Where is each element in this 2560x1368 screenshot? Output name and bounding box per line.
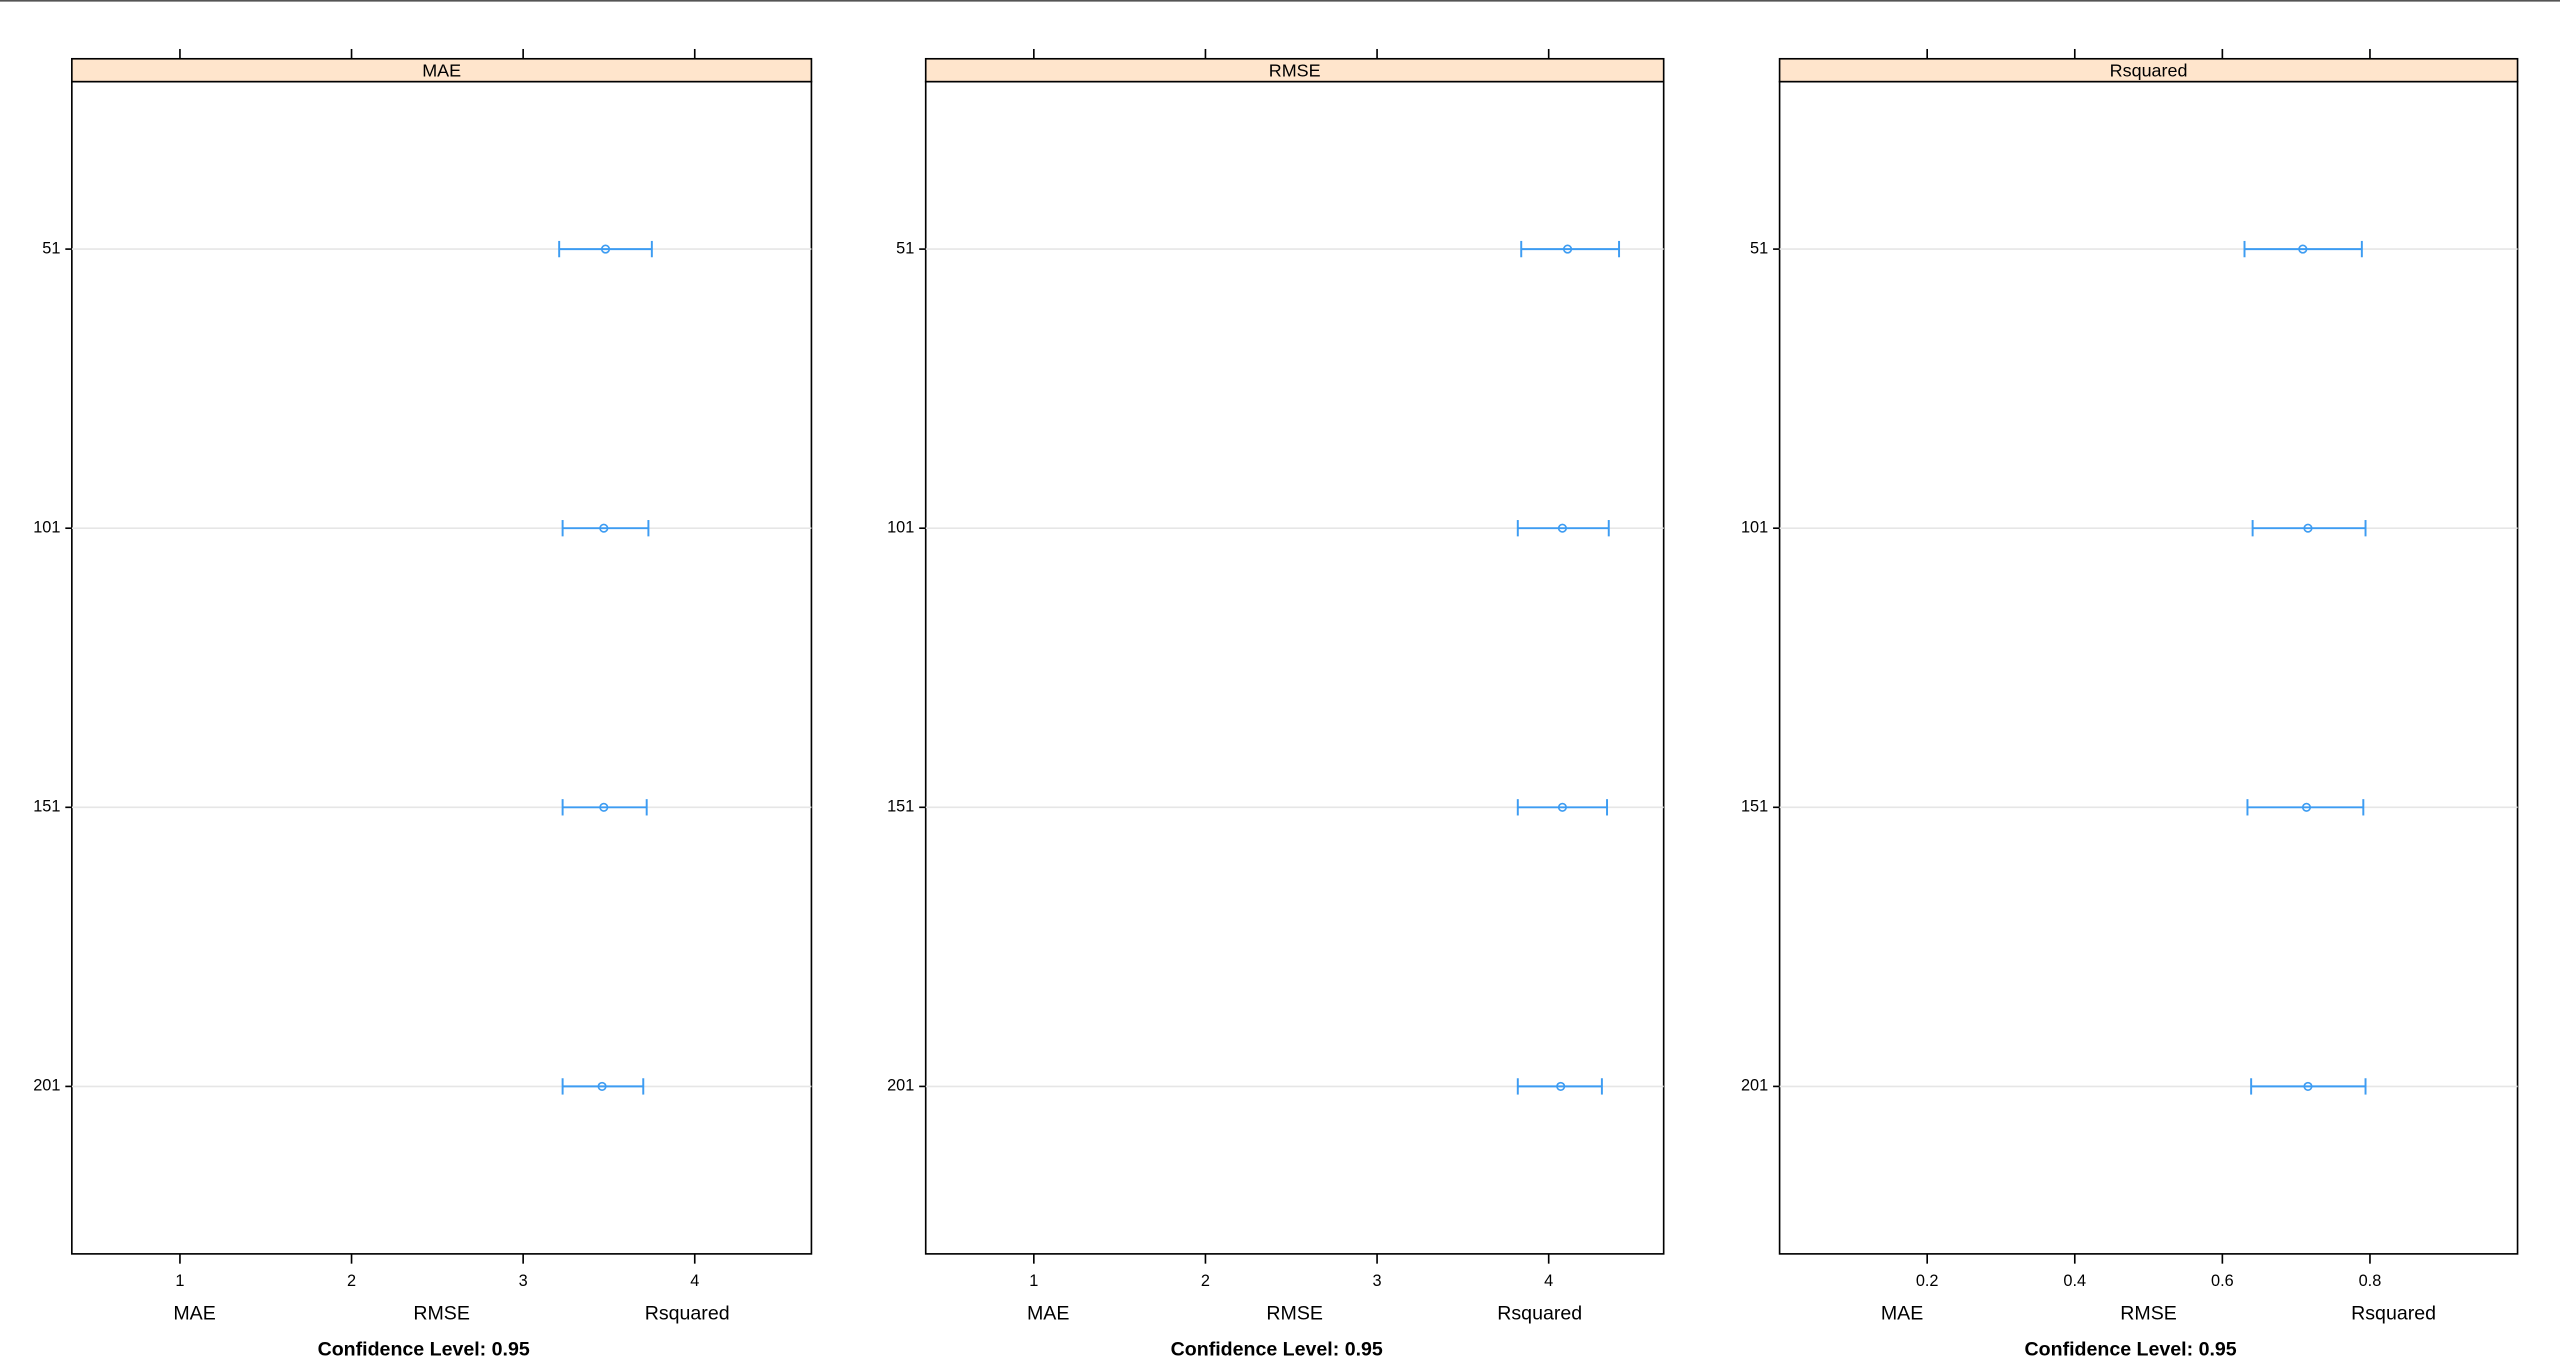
x-axis-title: Confidence Level: 0.95 (318, 1338, 530, 1360)
x-axis-label: Rsquared (1497, 1302, 1582, 1324)
strip-title: Rsquared (2110, 61, 2188, 81)
panel-frame (924, 80, 1665, 1255)
x-tick-label: 3 (519, 1272, 528, 1290)
x-axis-label: RMSE (2120, 1302, 2177, 1324)
y-tick-label: 151 (887, 798, 914, 816)
y-tick-label: 151 (1741, 798, 1768, 816)
x-axis-title: Confidence Level: 0.95 (2025, 1338, 2237, 1360)
x-axis-label: Rsquared (2351, 1302, 2436, 1324)
point (600, 244, 611, 254)
point (2303, 1081, 2313, 1091)
x-tick-label: 1 (1029, 1272, 1038, 1290)
y-tick-label: 201 (887, 1077, 914, 1095)
x-axis-title: Confidence Level: 0.95 (1171, 1338, 1383, 1360)
point (1562, 244, 1573, 254)
x-axis-label: MAE (173, 1302, 215, 1324)
x-tick-label: 2 (1201, 1272, 1210, 1290)
y-tick-label: 201 (33, 1077, 60, 1095)
x-axis-label: RMSE (1266, 1302, 1323, 1324)
strip-title: MAE (422, 61, 461, 81)
point (599, 523, 609, 533)
x-tick-label: 3 (1373, 1272, 1382, 1290)
y-tick-label: 101 (1741, 519, 1768, 537)
x-axis-label: MAE (1881, 1302, 1923, 1324)
strip-title: RMSE (1269, 61, 1321, 81)
panel-frame (71, 80, 813, 1255)
x-axis-label: MAE (1027, 1302, 1069, 1324)
x-tick-label: 4 (1544, 1272, 1553, 1290)
strip (1778, 57, 2519, 83)
strip (71, 57, 813, 83)
y-tick-label: 101 (33, 519, 60, 537)
x-tick-label: 0.4 (2063, 1272, 2086, 1290)
x-tick-label: 2 (347, 1272, 356, 1290)
x-axis-label: Rsquared (645, 1302, 730, 1324)
y-tick-label: 201 (1741, 1077, 1768, 1095)
point (1557, 802, 1567, 812)
point (1557, 523, 1567, 533)
point (2303, 523, 2313, 533)
y-tick-label: 151 (33, 798, 60, 816)
x-tick-label: 0.8 (2359, 1272, 2382, 1290)
point (1556, 1081, 1566, 1091)
y-tick-label: 101 (887, 519, 914, 537)
x-tick-label: 0.6 (2211, 1272, 2234, 1290)
x-tick-label: 0.2 (1916, 1272, 1939, 1290)
strip (924, 57, 1665, 83)
x-tick-label: 1 (175, 1272, 184, 1290)
point (2298, 244, 2308, 254)
y-tick-label: 51 (896, 239, 914, 257)
panel-frame (1778, 80, 2519, 1255)
y-tick-label: 51 (1750, 239, 1768, 257)
x-tick-label: 4 (690, 1272, 699, 1290)
point (2301, 802, 2312, 812)
x-axis-label: RMSE (413, 1302, 470, 1324)
point (597, 1081, 607, 1091)
y-tick-label: 51 (42, 239, 60, 257)
point (599, 802, 609, 812)
